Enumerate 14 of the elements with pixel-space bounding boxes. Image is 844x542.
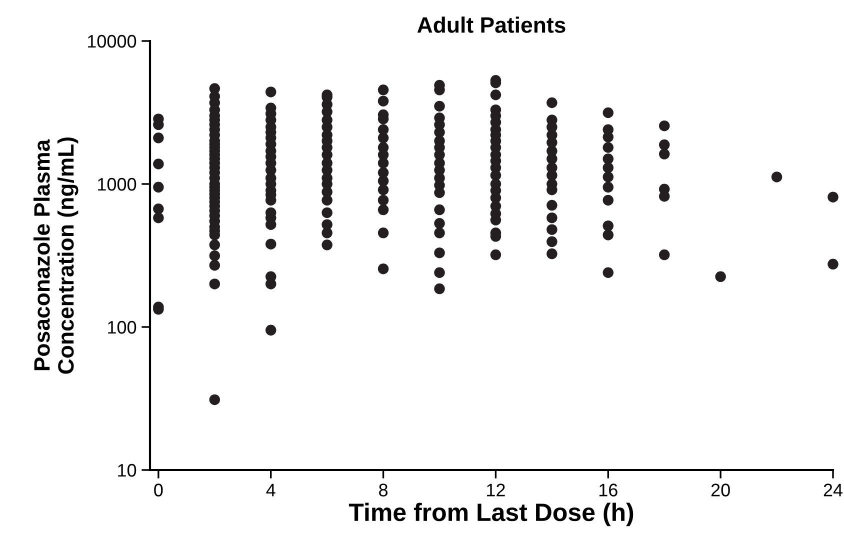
x-axis-title: Time from Last Dose (h) — [348, 502, 634, 526]
x-tick-label: 0 — [154, 484, 163, 496]
y-axis-title: Posaconazole Plasma Concentration (ng/mL) — [34, 137, 78, 374]
x-tick-label: 20 — [711, 484, 730, 496]
chart-title: Adult Patients — [417, 16, 566, 33]
y-tick-label: 10000 — [88, 34, 136, 48]
x-tick-label: 16 — [599, 484, 618, 496]
x-tick-label: 24 — [824, 484, 843, 496]
y-tick-label: 100 — [108, 320, 136, 334]
y-tick-label: 10 — [118, 464, 136, 477]
x-tick-label: 12 — [487, 484, 505, 496]
y-tick-label: 1000 — [98, 178, 136, 191]
x-tick-label: 8 — [379, 484, 388, 496]
x-tick-label: 4 — [266, 484, 276, 496]
